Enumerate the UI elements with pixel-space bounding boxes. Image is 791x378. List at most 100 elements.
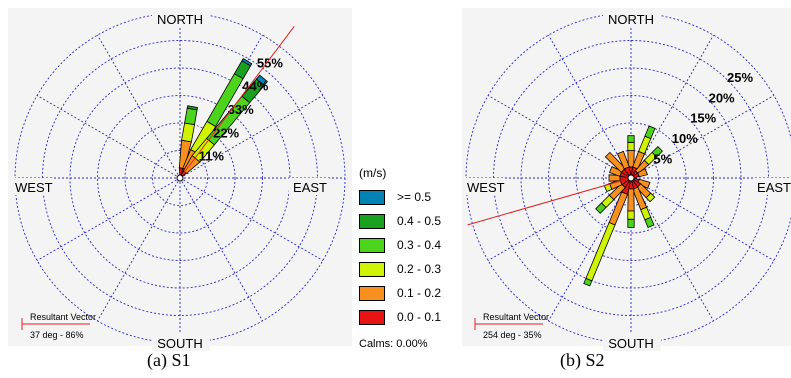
petal-segment	[595, 202, 607, 214]
petal-segment	[627, 141, 635, 151]
grid-spoke	[487, 177, 632, 261]
petal	[630, 125, 656, 179]
petal-segment	[184, 107, 198, 126]
ring-label: 25%	[727, 70, 753, 85]
grid-spoke	[548, 34, 632, 179]
ring-label: 22%	[213, 125, 239, 140]
grid-spoke	[179, 177, 263, 322]
petal-segment	[604, 151, 626, 173]
direction-label-south: SOUTH	[157, 336, 203, 351]
petal	[627, 177, 635, 228]
legend-label: 0.1 - 0.2	[397, 286, 442, 300]
petal-segment	[627, 135, 635, 143]
direction-label-bg	[603, 10, 661, 27]
legend-swatch	[359, 190, 385, 205]
petal-segment	[241, 58, 253, 67]
petal	[630, 177, 656, 203]
grid-spoke	[630, 177, 775, 261]
legend-swatch	[359, 286, 385, 301]
petal-segment	[645, 192, 656, 203]
legend-label: 0.0 - 0.1	[397, 310, 442, 324]
petal-segment	[638, 135, 652, 155]
caption-s1: (a) S1	[147, 350, 191, 370]
ring-label: 5%	[653, 152, 672, 167]
direction-label-bg	[465, 178, 505, 195]
resultant-vector-value: 37 deg - 86%	[30, 330, 84, 340]
direction-label-bg	[152, 334, 210, 351]
ring-label: 20%	[709, 90, 735, 105]
petal-segment	[608, 174, 621, 182]
petal-segment	[616, 150, 630, 170]
grid-ring	[124, 122, 236, 234]
petal-segment	[644, 216, 655, 229]
grid-spoke	[179, 95, 324, 179]
resultant-vector-value: 254 deg - 35%	[483, 330, 542, 340]
legend-label: 0.2 - 0.3	[397, 262, 442, 276]
caption-s2: (b) S2	[560, 350, 605, 370]
legend-label: 0.3 - 0.4	[397, 238, 442, 252]
legend-swatch	[359, 262, 385, 277]
center-marker	[627, 174, 635, 182]
grid-spoke	[36, 95, 181, 179]
direction-label-north: NORTH	[157, 12, 203, 27]
petal-segment	[651, 146, 663, 158]
petal-segment	[627, 218, 635, 228]
grid-spoke	[630, 34, 714, 179]
calms-label: Calms: 0.00%	[359, 338, 428, 350]
petal	[630, 146, 663, 179]
rose-s1: 11%22%33%44%55%NORTHEASTSOUTHWESTResulta…	[13, 10, 346, 351]
grid-spoke	[97, 34, 181, 179]
resultant-vector-label: Resultant Vector	[483, 312, 549, 322]
grid-spoke	[630, 177, 714, 322]
grid-spoke	[97, 177, 181, 322]
petal-segment	[181, 122, 195, 143]
direction-label-bg	[753, 178, 791, 195]
petal-segment	[186, 105, 198, 111]
grid-spoke	[487, 95, 632, 179]
petal-segment	[627, 210, 635, 220]
direction-label-south: SOUTH	[608, 336, 654, 351]
resultant-vector-label: Resultant Vector	[30, 312, 96, 322]
resultant-vector-line	[467, 177, 632, 226]
petal	[630, 168, 649, 179]
grid-spoke	[179, 177, 324, 261]
grid-spoke	[36, 177, 181, 261]
center-marker	[176, 174, 184, 182]
rose-s2: 5%10% 15% 20% 25% NORTH EAST SOUTH WEST Resultan…	[465, 10, 791, 351]
grid-ring	[152, 150, 208, 206]
grid-spoke	[179, 34, 263, 179]
grid-spoke	[630, 95, 775, 179]
resultant-vector-line	[179, 25, 295, 179]
direction-label-bg	[603, 334, 661, 351]
petal-segment	[637, 168, 649, 178]
ring-label: 15%	[690, 111, 716, 126]
grid-ring	[548, 95, 714, 261]
direction-label-west: WEST	[467, 180, 505, 195]
direction-label-bg	[13, 178, 53, 195]
grid-spoke	[548, 177, 632, 322]
ring-label: 11%	[199, 149, 225, 164]
direction-label-west: WEST	[15, 180, 53, 195]
direction-label-bg	[152, 10, 210, 27]
ring-label: 44%	[242, 79, 268, 94]
legend-swatch	[359, 214, 385, 229]
legend-swatch	[359, 238, 385, 253]
direction-label-east: EAST	[757, 180, 791, 195]
direction-label-north: NORTH	[608, 12, 654, 27]
petal-segment	[583, 277, 593, 287]
grid-ring	[97, 95, 263, 261]
legend-label: >= 0.5	[397, 190, 432, 204]
legend-label: 0.4 - 0.5	[397, 214, 442, 228]
petal-segment	[644, 125, 656, 140]
petal	[583, 177, 632, 287]
direction-label-bg	[289, 178, 329, 195]
petal-segment	[255, 74, 268, 87]
grid-ring	[575, 122, 687, 234]
direction-label-east: EAST	[293, 180, 327, 195]
ring-label: 10%	[672, 131, 698, 146]
petal-segment	[627, 188, 635, 212]
legend-swatch	[359, 310, 385, 325]
legend-title: (m/s)	[359, 166, 387, 180]
